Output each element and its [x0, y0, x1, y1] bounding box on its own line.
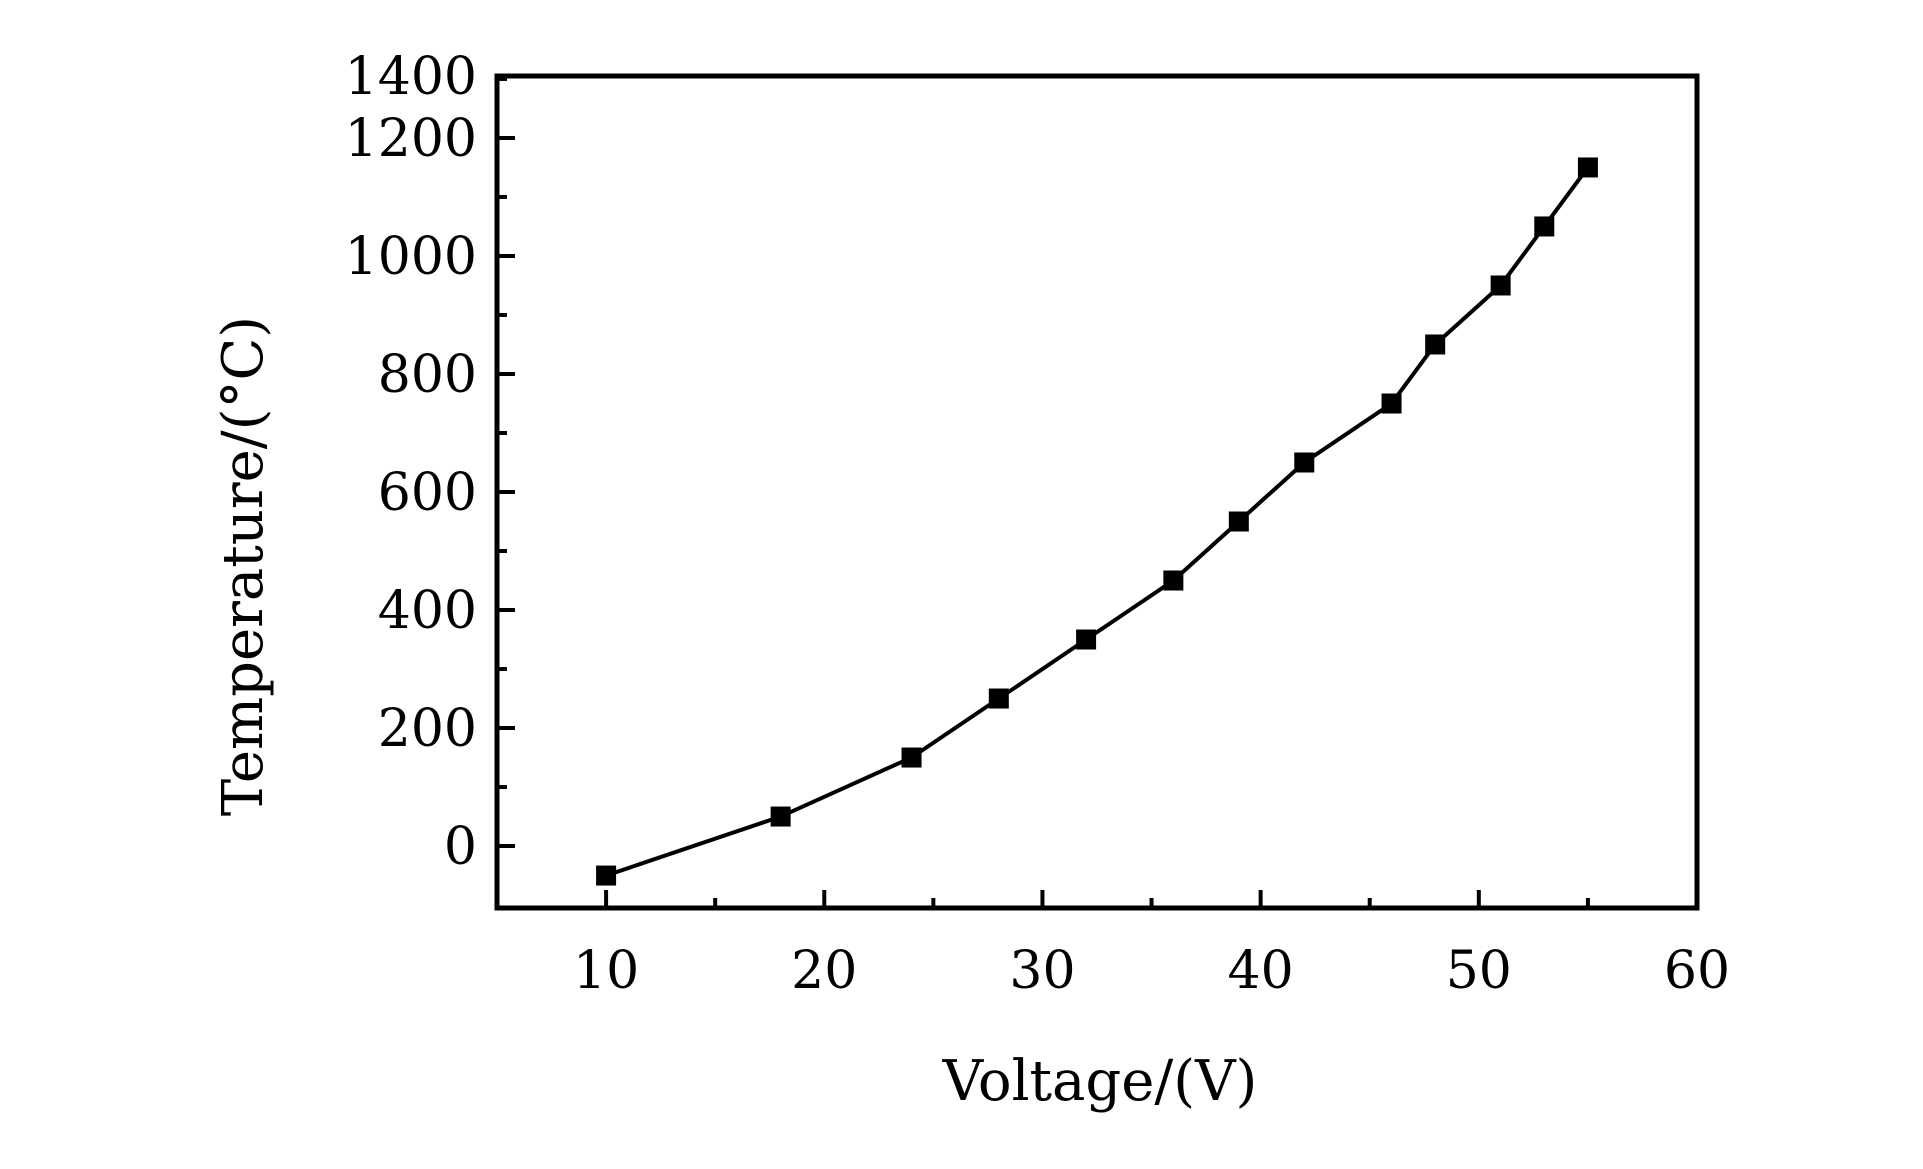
y-tick-label: 0 — [444, 817, 477, 877]
y-tick-label: 800 — [378, 345, 477, 405]
data-point — [901, 747, 922, 768]
data-point — [1381, 393, 1402, 414]
y-tick-label: 600 — [378, 463, 477, 523]
x-tick-label: 10 — [573, 941, 639, 1001]
x-axis-label: Voltage/(V) — [942, 1049, 1258, 1114]
y-tick-label: 1000 — [345, 227, 477, 287]
data-point — [770, 806, 791, 827]
x-axis-tick-labels: 10 20 30 40 50 60 — [573, 941, 1730, 1001]
data-point — [1163, 570, 1184, 591]
y-tick-label: 400 — [378, 581, 477, 641]
x-tick-label: 20 — [791, 941, 857, 1001]
x-tick-label: 60 — [1664, 941, 1730, 1001]
y-tick-label: 1200 — [345, 109, 477, 169]
data-point — [1076, 629, 1097, 650]
y-axis-ticks — [497, 76, 515, 849]
x-tick-label: 50 — [1446, 941, 1512, 1001]
x-tick-label: 30 — [1009, 941, 1075, 1001]
data-point — [1577, 157, 1598, 178]
y-axis-label: Temperature/(°C) — [211, 316, 276, 816]
data-point — [1294, 452, 1315, 473]
data-point — [596, 865, 617, 886]
data-point — [988, 688, 1009, 709]
data-point — [1490, 275, 1511, 296]
y-tick-label: 200 — [378, 699, 477, 759]
x-tick-label: 40 — [1228, 941, 1294, 1001]
data-point — [1425, 334, 1446, 355]
y-tick-label: 1400 — [345, 47, 477, 107]
series-line — [605, 166, 1590, 878]
data-point — [1534, 216, 1555, 237]
plot-frame — [494, 73, 1700, 911]
data-point — [1228, 511, 1249, 532]
x-axis-ticks — [604, 890, 1699, 908]
data-markers — [596, 157, 1598, 886]
